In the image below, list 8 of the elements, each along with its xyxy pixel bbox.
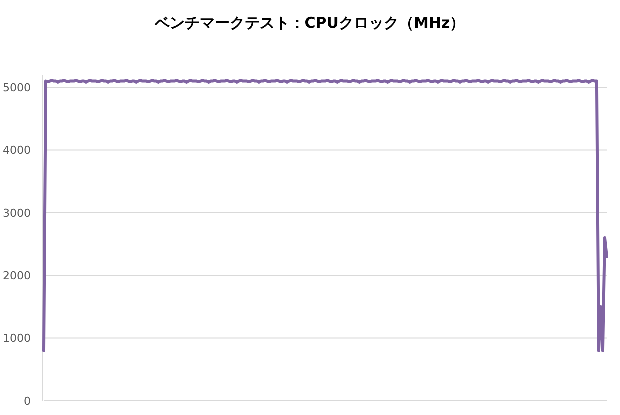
- y-tick-label: 3000: [3, 206, 31, 220]
- line-series: [42, 79, 608, 352]
- y-tick-label: 1000: [3, 332, 31, 346]
- chart-title: ベンチマークテスト：CPUクロック（MHz）: [154, 14, 466, 32]
- y-tick-label: 0: [24, 394, 31, 408]
- y-tick-label: 2000: [3, 269, 31, 282]
- y-tick-label: 4000: [3, 144, 31, 158]
- y-tick-label: 5000: [3, 81, 31, 94]
